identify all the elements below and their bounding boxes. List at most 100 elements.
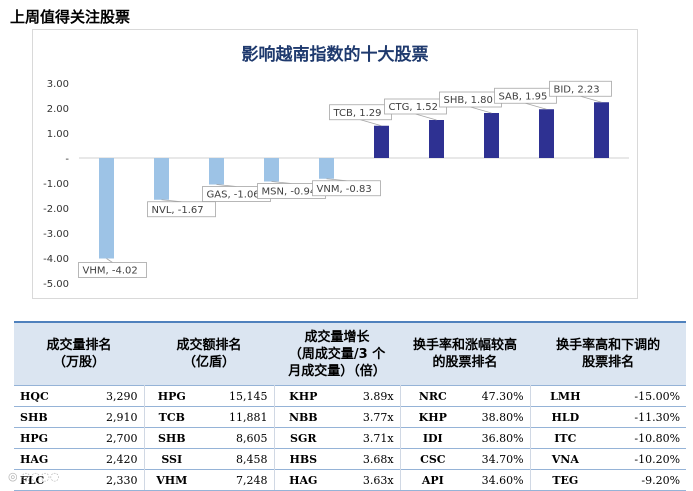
label-leader-line <box>106 258 113 263</box>
y-tick-label: 1.00 <box>47 129 69 140</box>
data-label-sab: SAB, 1.95 <box>499 91 548 102</box>
bar-nvl <box>154 158 169 200</box>
bar-tcb <box>374 125 389 158</box>
y-tick-label: 3.00 <box>47 79 69 90</box>
rankings-table: 成交量排名 （万股） 成交额排名 （亿盾） 成交量增长 （周成交量/3 个月成交量）（… <box>14 321 687 491</box>
data-label-box <box>549 80 612 97</box>
y-tick-label: 2.00 <box>47 104 69 115</box>
value-cell: 3.77x <box>332 406 401 428</box>
ticker-cell: NBB <box>274 406 333 428</box>
bar-sab <box>539 109 554 158</box>
header-volume-growth: 成交量增长 （周成交量/3 个月成交量）（倍） <box>274 321 401 386</box>
ticker-cell: VNA <box>530 448 601 470</box>
ticker-cell: NRC <box>400 385 466 407</box>
value-cell: 7,248 <box>199 469 275 491</box>
value-cell: 3.63x <box>332 469 401 491</box>
value-cell: -10.80% <box>600 427 687 449</box>
chart-title: 影响越南指数的十大股票 <box>242 44 429 65</box>
value-cell: 3.68x <box>332 448 401 470</box>
header-value-rank: 成交额排名 （亿盾） <box>144 321 275 386</box>
value-cell: -15.00% <box>600 385 687 407</box>
ticker-cell: HPG <box>14 427 69 449</box>
value-cell: -11.30% <box>600 406 687 428</box>
ticker-cell: HLD <box>530 406 601 428</box>
value-cell: 2,420 <box>69 448 145 470</box>
ticker-cell: SGR <box>274 427 333 449</box>
ticker-cell: API <box>400 469 466 491</box>
y-tick-label: -4.00 <box>43 254 69 265</box>
header-high-turnover-gainers: 换手率和涨幅较高 的股票排名 <box>400 321 531 386</box>
table-header-row: 成交量排名 （万股） 成交额排名 （亿盾） 成交量增长 （周成交量/3 个月成交量）（… <box>14 321 687 386</box>
page-heading: 上周值得关注股票 <box>10 8 131 26</box>
ticker-cell: IDI <box>400 427 466 449</box>
ticker-cell: HAG <box>274 469 333 491</box>
y-tick-label: -1.00 <box>43 179 69 190</box>
ticker-cell: TEG <box>530 469 601 491</box>
label-leader-line <box>470 106 492 114</box>
value-cell: 3,290 <box>69 385 145 407</box>
value-cell: -10.20% <box>600 448 687 470</box>
ticker-cell: HBS <box>274 448 333 470</box>
label-leader-line <box>415 113 437 121</box>
bar-shb <box>484 113 499 158</box>
data-label-nvl: NVL, -1.67 <box>152 205 204 216</box>
ticker-cell: HPG <box>144 385 200 407</box>
data-label-vnm: VNM, -0.83 <box>317 184 372 195</box>
ticker-cell: CSC <box>400 448 466 470</box>
data-label-shb: SHB, 1.80 <box>444 95 493 106</box>
bar-msn <box>264 158 279 182</box>
ticker-cell: KHP <box>274 385 333 407</box>
data-label-bid: BID, 2.23 <box>554 84 600 95</box>
label-leader-line <box>525 102 547 110</box>
value-cell: 8,458 <box>199 448 275 470</box>
chart-canvas: 影响越南指数的十大股票 3.00 2.00 1.00 - -1.00 -2.00 -3.00 -… <box>43 44 629 290</box>
value-cell: 38.80% <box>465 406 531 428</box>
y-tick-label: - <box>65 154 69 165</box>
bar-bid <box>594 102 609 158</box>
data-label-box <box>312 180 381 197</box>
value-cell: 8,605 <box>199 427 275 449</box>
data-label-box <box>78 262 147 278</box>
y-tick-label: -3.00 <box>43 229 69 240</box>
value-cell: 2,700 <box>69 427 145 449</box>
bar-gas <box>209 158 224 185</box>
value-cell: 11,881 <box>199 406 275 428</box>
table-row: HAG 2,420 SSI 8,458 HBS 3.68x CSC 34.70% VNA -10.… <box>14 448 687 470</box>
value-cell: 2,330 <box>69 469 145 491</box>
table-row: FLC 2,330 VHM 7,248 HAG 3.63x API 34.60% TEG -9.2… <box>14 469 687 491</box>
value-cell: 2,910 <box>69 406 145 428</box>
table-row: HQC 3,290 HPG 15,145 KHP 3.89x NRC 47.30% LMH -15… <box>14 385 687 407</box>
bar-vhm <box>99 158 114 259</box>
rankings-table-wrapper: 成交量排名 （万股） 成交额排名 （亿盾） 成交量增长 （周成交量/3 个月成交量）（… <box>14 321 687 491</box>
value-cell: 34.70% <box>465 448 531 470</box>
value-cell: 47.30% <box>465 385 531 407</box>
ticker-cell: HAG <box>14 448 69 470</box>
value-cell: 3.71x <box>332 427 401 449</box>
value-cell: -9.20% <box>600 469 687 491</box>
data-label-gas: GAS, -1.06 <box>207 190 260 201</box>
table-row: SHB 2,910 TCB 11,881 NBB 3.77x KHP 38.80% HLD -11… <box>14 406 687 428</box>
data-label-msn: MSN, -0.94 <box>262 187 317 198</box>
label-leader-line <box>580 95 602 103</box>
bar-ctg <box>429 120 444 158</box>
data-label-ctg: CTG, 1.52 <box>389 102 438 113</box>
ticker-cell: SHB <box>14 406 69 428</box>
ticker-cell: VHM <box>144 469 200 491</box>
watermark-logo: ◎ ◌◌◌◌ <box>8 470 60 483</box>
bar-chart: 影响越南指数的十大股票 3.00 2.00 1.00 - -1.00 -2.00 -3.00 -… <box>32 29 638 299</box>
ticker-cell: TCB <box>144 406 200 428</box>
value-cell: 15,145 <box>199 385 275 407</box>
ticker-cell: SHB <box>144 427 200 449</box>
table-row: HPG 2,700 SHB 8,605 SGR 3.71x IDI 36.80% ITC -10.… <box>14 427 687 449</box>
ticker-cell: HQC <box>14 385 69 407</box>
ticker-cell: ITC <box>530 427 601 449</box>
bar-vnm <box>319 158 334 179</box>
y-tick-label: -2.00 <box>43 204 69 215</box>
value-cell: 3.89x <box>332 385 401 407</box>
header-volume-rank: 成交量排名 （万股） <box>14 321 145 386</box>
value-cell: 36.80% <box>465 427 531 449</box>
label-leader-line <box>360 119 382 127</box>
ticker-cell: KHP <box>400 406 466 428</box>
value-cell: 34.60% <box>465 469 531 491</box>
ticker-cell: SSI <box>144 448 200 470</box>
